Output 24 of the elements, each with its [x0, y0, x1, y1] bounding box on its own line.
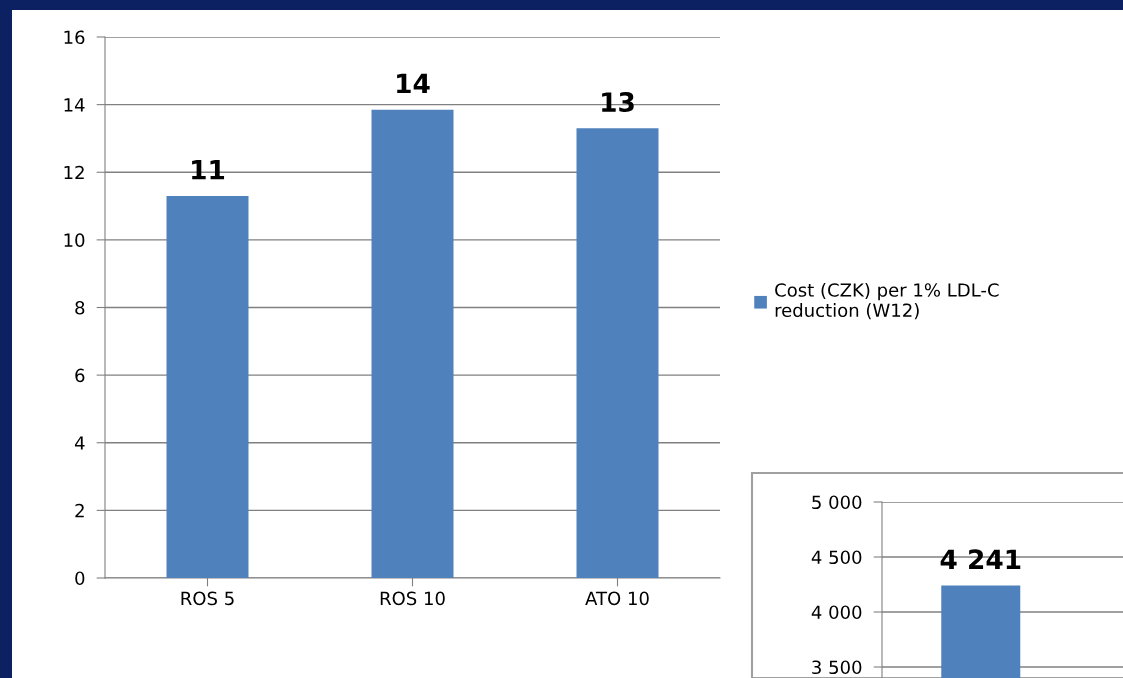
x-tick-label: ROS 5 — [181, 591, 234, 606]
data-label: 11 — [192, 160, 225, 180]
y-tick-label: 3 500 — [812, 660, 862, 675]
y-tick-label: 14 — [64, 98, 85, 112]
y-tick-label: 2 — [75, 503, 84, 518]
y-tick-label: 0 — [75, 571, 85, 586]
data-label: 13 — [602, 92, 634, 113]
y-tick-label: 8 — [75, 300, 85, 315]
bar — [166, 195, 249, 578]
bar — [371, 109, 454, 578]
x-tick-label: ROS 10 — [380, 591, 445, 606]
y-tick-label: 4 000 — [811, 605, 862, 620]
x-tick-label: ATO 10 — [585, 591, 649, 606]
y-tick-label: 6 — [75, 368, 85, 383]
y-tick-label: 10 — [64, 233, 85, 247]
legend-label: Cost (CZK) per 1% LDL-C reduction (W12) — [775, 282, 999, 320]
y-tick-label: 4 — [74, 436, 85, 450]
data-label: 14 — [397, 73, 430, 94]
y-tick-label: 16 — [64, 30, 85, 45]
y-tick-label: 5 000 — [812, 495, 862, 510]
data-label: 4 241 — [940, 549, 1021, 569]
y-tick-label: 12 — [64, 165, 84, 180]
bar — [576, 128, 659, 578]
y-tick-label: 4 500 — [811, 550, 862, 565]
